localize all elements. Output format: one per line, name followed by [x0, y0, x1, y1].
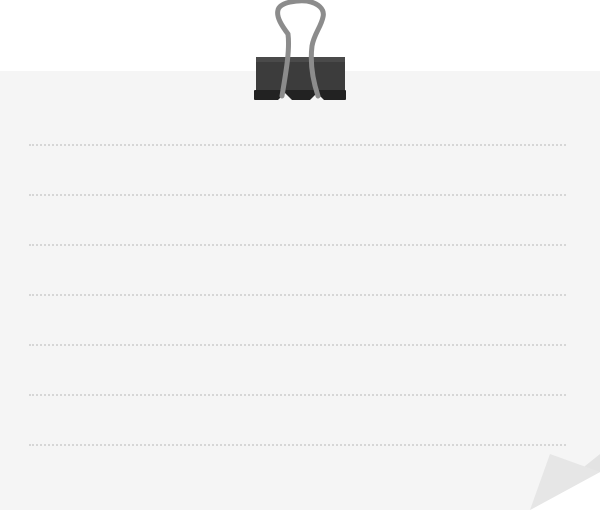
binder-clip-icon	[254, 0, 346, 100]
ruled-line	[29, 344, 566, 346]
ruled-line	[29, 294, 566, 296]
ruled-line	[29, 244, 566, 246]
ruled-line	[29, 144, 566, 146]
ruled-line	[29, 444, 566, 446]
page-curl-icon	[530, 454, 600, 510]
ruled-line	[29, 194, 566, 196]
ruled-line	[29, 394, 566, 396]
